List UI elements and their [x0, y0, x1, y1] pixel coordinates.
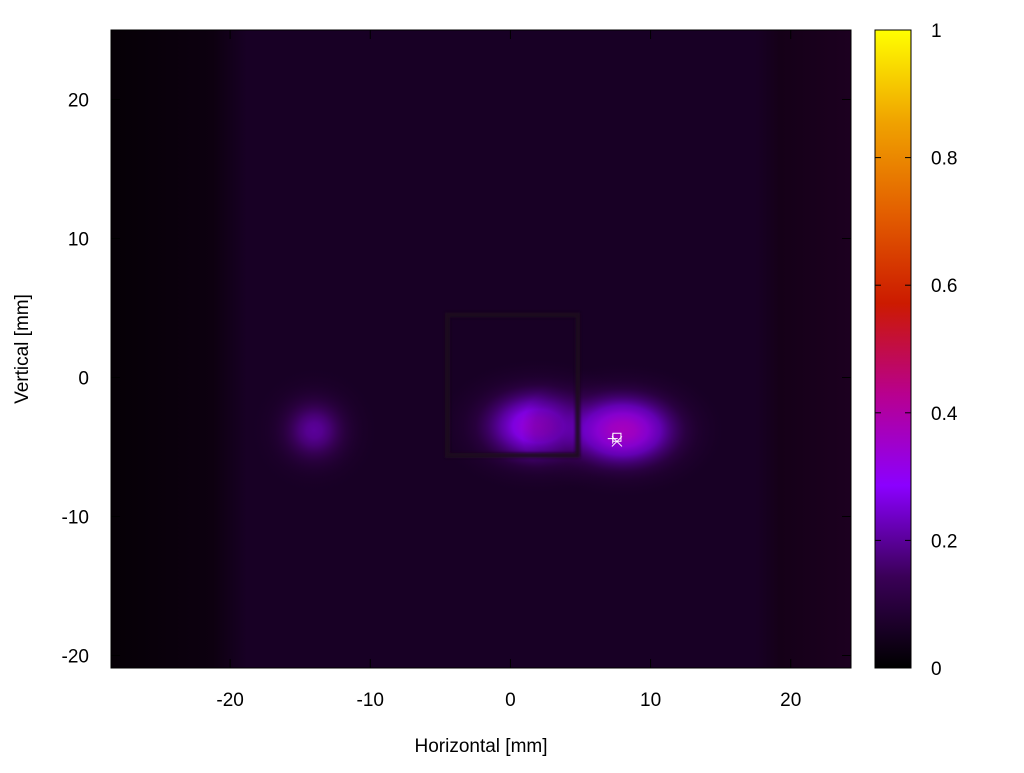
intensity-blob: [521, 363, 724, 498]
square-marker: [612, 432, 622, 442]
peak-markers: [607, 432, 623, 447]
y-tick-label: 0: [78, 368, 89, 389]
plot-frame: [110, 29, 852, 669]
colorbar-tick-label: 0.8: [931, 149, 957, 170]
y-tick-label: 10: [68, 229, 89, 250]
x-axis-label: Horizontal [mm]: [414, 736, 547, 757]
heatmap-image: [111, 30, 851, 668]
colorbar-tick-label: 0.4: [931, 404, 958, 425]
colorbar-scale: [874, 29, 912, 669]
dark-edge-band: [755, 30, 851, 668]
heatmap-body: [111, 30, 851, 668]
x-tick-label: 0: [505, 690, 516, 711]
y-tick-label: -10: [62, 507, 89, 528]
colorbar: 0 0.2 0.4 0.6 0.8 1: [874, 21, 958, 680]
x-tick-label: -10: [357, 690, 384, 711]
y-tick-label: 20: [68, 90, 89, 111]
colorbar-tick-label: 0.6: [931, 276, 957, 297]
dark-edge-band: [111, 30, 247, 668]
x-tick-label: -20: [216, 690, 243, 711]
colorbar-tick-label: 0.2: [931, 531, 957, 552]
x-tick-label: 10: [640, 690, 661, 711]
y-axis-label: Vertical [mm]: [12, 294, 33, 404]
wire-rectangle: [444, 312, 581, 458]
axes: -20 -10 0 10 20 -20 -10 0 10 20: [62, 29, 852, 711]
intensity-blob: [251, 368, 378, 493]
colorbar-tick-label: 0: [931, 659, 942, 680]
colorbar-tick-label: 1: [931, 21, 942, 42]
x-tick-label: 20: [780, 690, 801, 711]
y-tick-label: -20: [62, 646, 89, 667]
